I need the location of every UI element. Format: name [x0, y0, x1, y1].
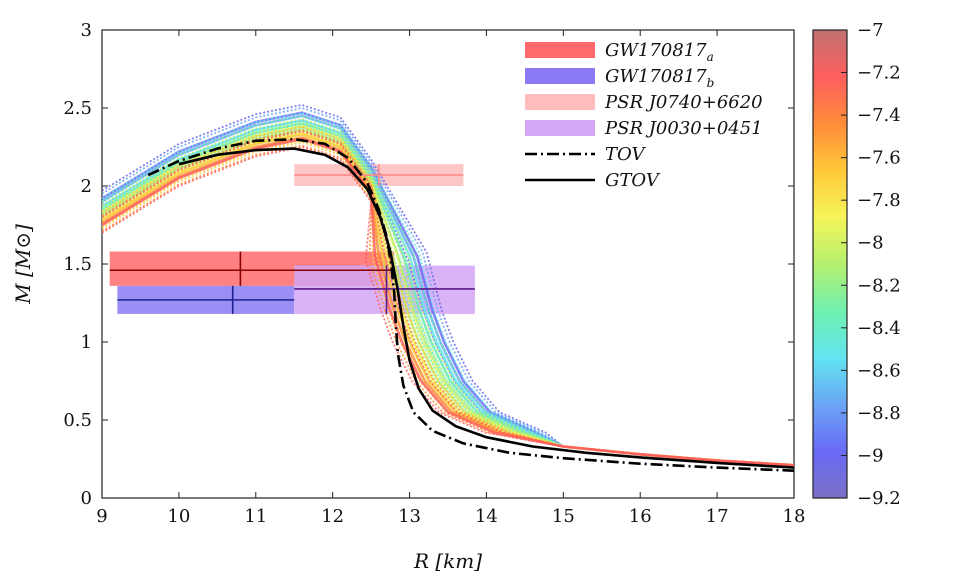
x-tick-label: 15 [552, 506, 575, 527]
x-tick-label: 9 [96, 506, 107, 527]
legend-subscript: b [707, 76, 715, 90]
constraint-crosses [109, 164, 475, 314]
x-tick-label: 18 [783, 506, 806, 527]
colorbar-tick-label: −7.4 [857, 105, 901, 126]
y-tick-label: 0 [81, 488, 92, 509]
legend-swatch [525, 68, 595, 84]
legend-label: PSR J0740+6620 [604, 92, 763, 113]
x-tick-label: 17 [706, 506, 729, 527]
legend-label: GTOV [605, 170, 661, 191]
legend-swatch [525, 120, 595, 136]
eos-curve [102, 103, 794, 467]
x-axis: 9 10 11 12 13 14 15 16 17 18 [96, 30, 805, 527]
x-axis-label: R [km] [413, 549, 482, 573]
colorbar-tick-label: −9 [857, 445, 884, 466]
colorbar-tick-label: −8.2 [857, 275, 901, 296]
legend-label: GW170817b [605, 66, 714, 90]
colorbar-tick-label: −7.2 [857, 63, 901, 84]
legend-subscript: a [707, 50, 714, 64]
y-axis: 0 0.5 1 1.5 2 2.5 3 [63, 20, 794, 509]
legend-label: TOV [605, 144, 646, 165]
y-tick-label: 1.5 [63, 254, 92, 275]
colorbar-tick-label: −7 [857, 20, 884, 41]
y-tick-label: 3 [81, 20, 92, 41]
y-axis-label: M [M⊙] [11, 224, 35, 305]
x-tick-label: 16 [629, 506, 652, 527]
colorbar-tick-label: −9.2 [857, 488, 901, 509]
eos-curve [102, 146, 794, 467]
eos-curve [102, 141, 794, 467]
colorbar-strip [812, 29, 848, 499]
colorbar-tick-label: −8.6 [857, 360, 901, 381]
tov-curve [147, 137, 794, 472]
x-tick-label: 11 [244, 506, 267, 527]
colorbar-tick-label: −8.4 [857, 318, 901, 339]
y-tick-label: 2 [81, 176, 92, 197]
gtov-curve [178, 147, 794, 469]
model-curves [147, 137, 794, 472]
x-tick-label: 14 [475, 506, 498, 527]
y-tick-label: 1 [81, 332, 92, 353]
legend-swatch [525, 94, 595, 110]
colorbar-tick-label: −8.8 [857, 403, 901, 424]
eos-curve [102, 144, 794, 467]
y-tick-label: 2.5 [63, 98, 92, 119]
eos-curve-family [102, 103, 794, 467]
legend-label: GW170817a [605, 40, 714, 64]
colorbar: −7 −7.2 −7.4 −7.6 −7.8 −8 −8.2 −8.4 −8.6 −8.8 −9 −9… [812, 20, 901, 509]
x-tick-label: 10 [167, 506, 190, 527]
x-tick-label: 13 [398, 506, 421, 527]
eos-curve [102, 124, 794, 467]
colorbar-tick-label: −7.8 [857, 190, 901, 211]
eos-curve [102, 130, 794, 467]
colorbar-tick-label: −7.6 [857, 148, 901, 169]
legend-swatch [525, 42, 595, 58]
legend-label: PSR J0030+0451 [604, 118, 763, 139]
colorbar-tick-label: −8 [857, 233, 884, 254]
y-tick-label: 0.5 [63, 410, 92, 431]
x-tick-label: 12 [321, 506, 344, 527]
